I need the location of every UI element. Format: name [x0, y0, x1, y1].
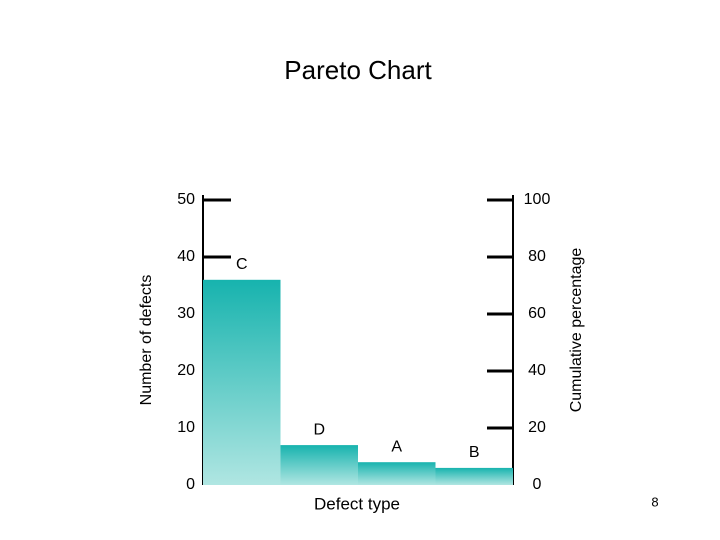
- category-label: C: [236, 256, 248, 273]
- y2-tick-label: 100: [524, 191, 551, 208]
- category-label: B: [469, 444, 480, 461]
- bar: [435, 467, 513, 485]
- y-tick-label: 0: [186, 476, 195, 493]
- y-tick-label: 40: [177, 248, 195, 265]
- y-tick-label: 10: [177, 419, 195, 436]
- y2-tick-label: 20: [528, 419, 546, 436]
- bar: [203, 279, 281, 485]
- bar: [358, 462, 436, 485]
- y-tick-label: 50: [177, 191, 195, 208]
- y-tick-label: 30: [177, 305, 195, 322]
- y-axis-label: Number of defects: [138, 275, 155, 406]
- y2-axis-label: Cumulative percentage: [568, 248, 585, 413]
- category-label: D: [313, 421, 325, 438]
- category-label: A: [391, 438, 402, 455]
- chart-title: Pareto Chart: [284, 55, 432, 85]
- page-number: 8: [651, 494, 658, 509]
- y2-tick-label: 0: [533, 476, 542, 493]
- y2-tick-label: 60: [528, 305, 546, 322]
- x-axis-label: Defect type: [314, 494, 400, 513]
- y2-tick-label: 80: [528, 248, 546, 265]
- y2-tick-label: 40: [528, 362, 546, 379]
- y-tick-label: 20: [177, 362, 195, 379]
- bar: [280, 445, 358, 485]
